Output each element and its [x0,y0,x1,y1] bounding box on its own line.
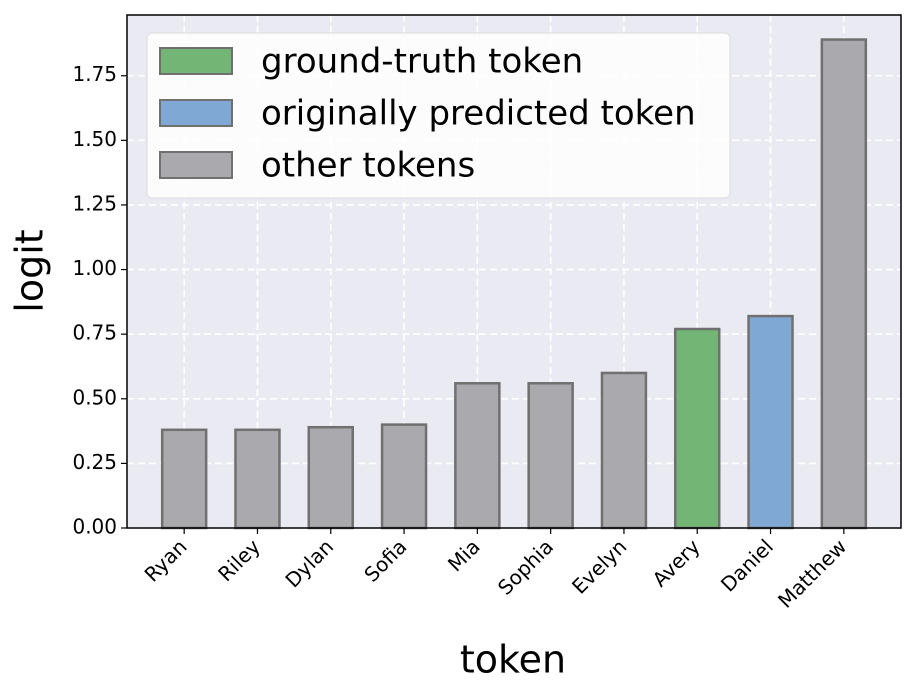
bar [600,371,648,530]
x-tick-label: Daniel [716,534,778,596]
bars [160,38,868,530]
plot-frame [126,14,902,529]
x-tick-label: Ryan [140,534,192,586]
y-tick-label: 0.75 [72,321,117,345]
legend-label: other tokens [261,146,475,186]
bar [674,327,721,530]
bar [820,38,868,530]
x-tick-label: Riley [213,534,265,586]
y-tick-label: 0.50 [72,385,117,409]
x-tick-label: Dylan [280,534,338,592]
x-tick-label: Evelyn [567,534,631,598]
x-tick-label: Sofia [359,534,411,586]
y-tick-label: 1.50 [72,127,117,151]
bar [160,428,208,530]
x-tick-label: Sophia [493,534,558,599]
legend-swatch [159,99,233,127]
y-tick-label: 0.25 [72,450,117,474]
y-tick-label: 1.25 [72,191,117,215]
bar [234,428,281,530]
bar [307,425,355,530]
legend-box [146,32,731,199]
bar [747,314,794,530]
x-axis-label: token [460,638,566,682]
y-tick-label: 1.00 [72,256,117,280]
legend-swatch [159,47,233,75]
x-tick-label: Matthew [773,534,851,612]
bar [454,382,501,530]
bar [527,382,574,530]
bar [380,423,428,530]
legend-label: ground-truth token [261,42,583,82]
x-tick-label: Avery [648,534,705,591]
x-tick-label: Mia [443,534,485,576]
y-axis-label: logit [8,229,52,312]
legend-label: originally predicted token [261,94,696,134]
y-tick-label: 0.00 [72,515,117,539]
legend-swatch [159,151,233,179]
y-tick-label: 1.75 [72,62,117,86]
